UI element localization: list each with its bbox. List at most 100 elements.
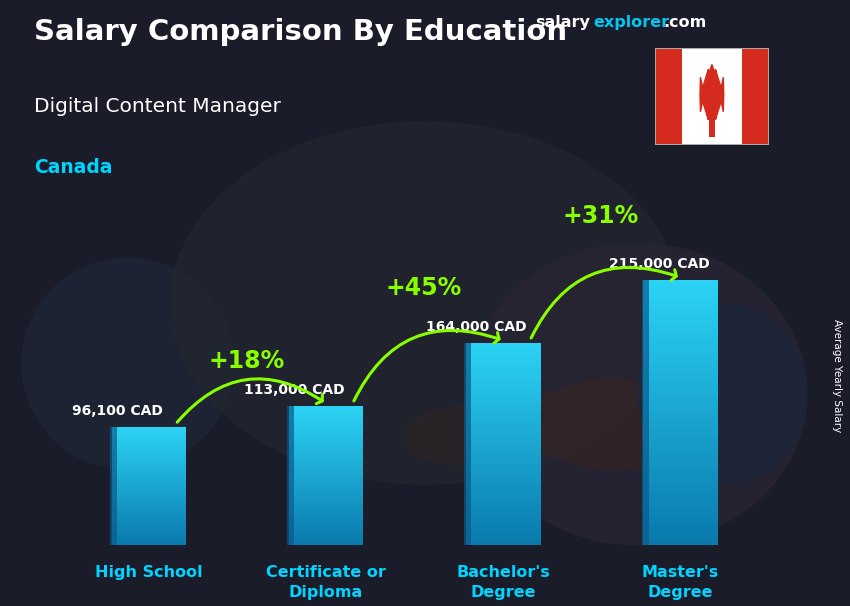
Bar [466,505,541,507]
Bar [111,427,186,428]
Bar [466,384,541,386]
Bar [643,456,718,459]
Bar [111,539,186,541]
Bar [111,507,186,508]
Bar [111,434,186,436]
Bar [466,451,541,454]
Bar [111,502,186,504]
Bar [111,431,186,433]
Bar [289,519,363,521]
Bar [643,347,718,350]
Bar [111,462,186,464]
Bar [111,467,186,468]
Bar [643,356,718,359]
Bar [111,452,186,453]
Bar [643,529,718,532]
Bar [643,310,718,313]
Bar [289,531,363,533]
Bar [289,468,363,470]
Bar [466,487,541,490]
Bar [289,432,363,434]
Ellipse shape [527,379,697,470]
Bar [466,411,541,414]
Bar [111,437,186,439]
Bar [289,410,363,411]
Bar [466,485,541,487]
Bar [289,462,363,464]
Bar [289,486,363,488]
Bar [654,48,682,145]
Bar [643,519,718,522]
Bar [643,496,718,499]
Bar [289,418,363,420]
Bar [289,415,363,416]
Bar [643,509,718,512]
Bar [289,424,363,425]
Bar [466,543,541,545]
Bar [643,340,718,343]
Bar [466,368,541,371]
Bar [643,376,718,379]
Bar [111,519,186,520]
Bar [289,474,363,476]
Bar [111,516,186,518]
Bar [643,303,718,307]
Bar [643,482,718,485]
Bar [111,455,186,456]
Bar [289,495,363,496]
Bar [643,280,718,284]
Polygon shape [700,64,723,125]
Bar [466,350,541,353]
Bar [111,526,186,528]
Bar [643,370,718,373]
Bar [111,436,186,437]
Bar [466,401,541,404]
Bar [111,510,186,511]
Bar [466,541,541,543]
Bar [289,413,363,415]
Text: Average Yearly Salary: Average Yearly Salary [832,319,842,432]
Bar [289,454,363,456]
Bar [111,470,186,471]
Bar [466,393,541,396]
Bar [643,542,718,545]
Bar [466,472,541,474]
Bar [289,446,363,448]
Bar [111,474,186,476]
Bar [289,523,363,524]
Bar [466,363,541,366]
Bar [643,525,718,529]
Bar [466,520,541,522]
Bar [466,474,541,477]
Bar [643,386,718,390]
Bar [111,471,186,473]
Bar [289,420,363,422]
Bar [643,363,718,366]
Bar [466,464,541,467]
Bar [111,518,186,519]
Bar [643,489,718,492]
Bar [111,533,186,535]
Bar [643,439,718,442]
Bar [466,479,541,482]
Bar [289,434,363,436]
Bar [466,454,541,457]
Bar [111,489,186,490]
Bar [466,378,541,381]
Bar [287,406,294,545]
Bar [111,447,186,449]
Bar [643,492,718,496]
Bar [289,470,363,472]
Ellipse shape [170,121,680,485]
Bar [643,422,718,426]
Bar [111,513,186,514]
Bar [466,356,541,358]
Bar [466,498,541,500]
Bar [289,491,363,493]
Bar [643,436,718,439]
Bar [643,502,718,505]
Bar [466,434,541,436]
Bar [111,465,186,467]
Bar [466,442,541,444]
Text: +45%: +45% [385,276,462,300]
